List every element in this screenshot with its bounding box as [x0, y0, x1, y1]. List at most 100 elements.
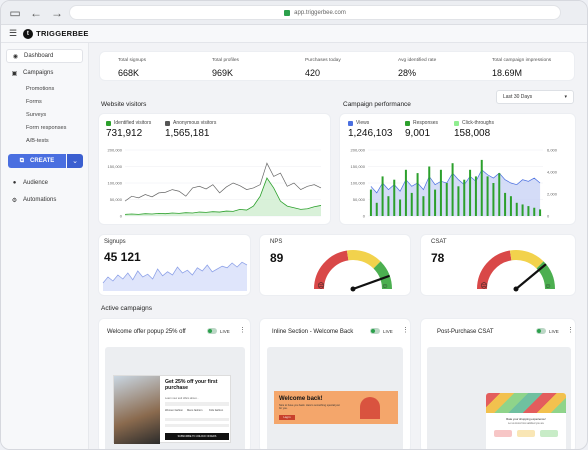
live-toggle[interactable]: LIVE [207, 328, 230, 334]
campaign-preview: Welcome back! Nice to have you back. Her… [267, 347, 403, 449]
campaign-performance-card: Views 1,246,103 Responses 9,001 Click-th… [339, 113, 576, 225]
sidebar-item-dashboard[interactable]: ◉ Dashboard [6, 49, 83, 63]
legend-anonymous[interactable]: Anonymous visitors [165, 120, 216, 126]
legend-responses[interactable]: Responses [405, 120, 438, 126]
campaign-card[interactable]: Post-Purchase CSAT LIVE ⋮ Rate your shop… [420, 318, 576, 449]
sad-face-icon: ☹ [480, 282, 487, 290]
sidebar-item-campaigns[interactable]: ▣ Campaigns [6, 66, 83, 80]
sidebar-item-automations[interactable]: ⚙ Automations [6, 193, 83, 207]
responses-bar [428, 166, 431, 216]
menu-icon[interactable]: ☰ [9, 28, 18, 38]
legend-swatch [106, 120, 111, 126]
inline-login-button[interactable]: Log in [279, 415, 295, 420]
live-label: LIVE [549, 328, 559, 334]
anonymous-visitors-value: 1,565,181 [165, 128, 210, 139]
app-header: ☰ t TRIGGERBEE [1, 25, 587, 43]
responses-bar [480, 159, 483, 216]
sidebar-subitem-ab-tests[interactable]: A/B-tests [26, 138, 49, 144]
gear-icon: ⚙ [11, 197, 18, 204]
y-tick-label: 200,000 [108, 148, 123, 153]
stat-label: Avg identified rate [398, 58, 437, 63]
back-arrow-icon[interactable]: ← [30, 5, 42, 20]
stat-label: Total signups [118, 58, 146, 63]
website-visitors-title: Website visitors [101, 101, 147, 108]
sidebar-item-label: Audience [23, 180, 49, 186]
toggle-switch[interactable] [536, 328, 546, 334]
gauge-needle [514, 263, 547, 291]
sidebar-item-label: Dashboard [24, 53, 54, 59]
y-tick-label: 200,000 [351, 148, 366, 153]
popup-email-field[interactable] [165, 402, 229, 406]
responses-bar [410, 192, 413, 216]
gauge-segment [373, 261, 392, 290]
date-range-select[interactable]: Last 30 Days ▾ [496, 90, 574, 104]
sidebar-subitem-promotions[interactable]: Promotions [26, 86, 55, 92]
logo-icon: t [23, 28, 34, 39]
popup-body: Learn new and offers about... [165, 397, 199, 400]
identified-area [125, 178, 321, 216]
popup-option[interactable]: Women fashion [165, 409, 183, 412]
csat-option-neutral[interactable] [517, 430, 535, 437]
more-options-icon[interactable]: ⋮ [567, 327, 574, 334]
responses-bar [527, 206, 530, 216]
views-line [370, 169, 541, 194]
sidebar-toggle-icon[interactable]: ▭ [9, 5, 21, 20]
stat-value: 420 [305, 68, 321, 78]
more-options-icon[interactable]: ⋮ [402, 327, 409, 334]
campaign-card[interactable]: Welcome offer popup 25% off LIVE ⋮ Get 2… [98, 318, 251, 449]
date-range-value: Last 30 Days [503, 94, 533, 100]
popup-field[interactable] [165, 418, 229, 421]
happy-face-icon: ☺ [381, 283, 388, 290]
campaign-performance-chart: 200,000 150,000 100,000 50,000 0 6,000 4,000 2,… [351, 148, 558, 219]
sidebar-subitem-surveys[interactable]: Surveys [26, 112, 47, 118]
gauge-segment [509, 250, 544, 269]
y-tick-label: 100,000 [351, 181, 366, 186]
y-tick-label: 150,000 [351, 164, 366, 169]
sidebar-subitem-form-responses[interactable]: Form responses [26, 125, 67, 131]
anonymous-visitors-line [124, 162, 322, 202]
csat-value: 78 [431, 251, 445, 265]
campaign-title: Welcome offer popup 25% off [107, 329, 186, 335]
toggle-switch[interactable] [370, 328, 380, 334]
logo[interactable]: t TRIGGERBEE [23, 28, 89, 39]
more-options-icon[interactable]: ⋮ [239, 327, 246, 334]
active-campaigns-title: Active campaigns [101, 305, 152, 312]
sidebar-subitem-forms[interactable]: Forms [26, 99, 42, 105]
responses-bar [539, 209, 542, 216]
create-button[interactable]: ⧉ CREATE [8, 154, 66, 168]
csat-option-good[interactable] [540, 430, 558, 437]
popup-photo [114, 376, 160, 444]
live-toggle[interactable]: LIVE [536, 328, 559, 334]
forward-arrow-icon[interactable]: → [51, 5, 63, 20]
legend-click-throughs[interactable]: Click-throughs [454, 120, 494, 126]
toggle-switch[interactable] [207, 328, 217, 334]
responses-bar [498, 173, 501, 216]
popup-field[interactable] [165, 424, 229, 427]
responses-bar [474, 176, 477, 216]
url-text: app.triggerbee.com [294, 9, 346, 16]
legend-swatch [348, 120, 353, 126]
click-throughs-value: 158,008 [454, 128, 491, 139]
responses-bar [445, 183, 448, 216]
address-bar[interactable]: app.triggerbee.com [69, 5, 561, 20]
sidebar-item-audience[interactable]: ● Audience [6, 176, 83, 190]
popup-subscribe-button[interactable]: SUBSCRIBE TO UNLOCK OFFERS [165, 433, 229, 440]
y2-tick-label: 2,000 [547, 192, 558, 197]
legend-label: Identified visitors [114, 120, 152, 126]
gauge-segment [536, 261, 555, 290]
responses-bar [404, 169, 407, 216]
csat-option-bad[interactable] [494, 430, 512, 437]
create-dropdown-button[interactable]: ⌄ [67, 154, 83, 168]
live-label: LIVE [220, 328, 230, 334]
signups-card: Signups 45 121 [98, 234, 251, 296]
responses-bar [422, 196, 425, 216]
live-toggle[interactable]: LIVE [370, 328, 393, 334]
campaign-card[interactable]: Inline Section - Welcome Back LIVE ⋮ Wel… [259, 318, 411, 449]
y-tick-label: 50,000 [353, 197, 366, 202]
popup-option[interactable]: Kids fashion [209, 409, 224, 412]
legend-views[interactable]: Views [348, 120, 369, 126]
popup-option[interactable]: Mens fashion [187, 409, 203, 412]
responses-bar [451, 163, 454, 216]
legend-identified[interactable]: Identified visitors [106, 120, 151, 126]
